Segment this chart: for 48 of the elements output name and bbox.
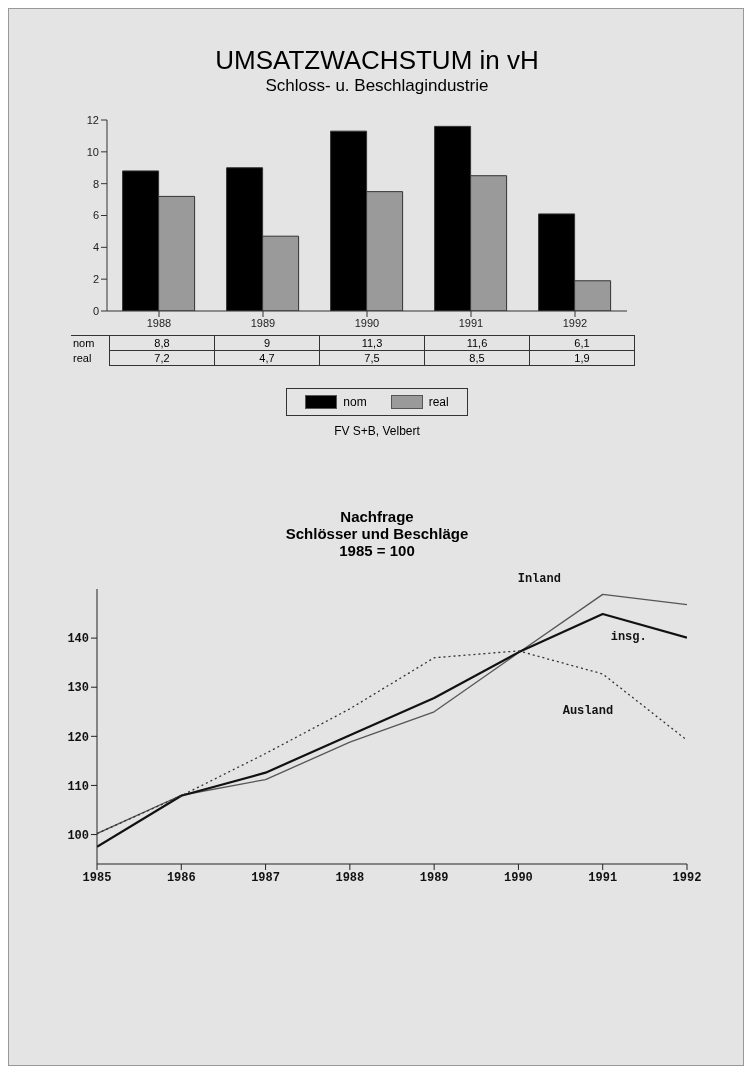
x-tick-label: 1988 — [335, 870, 365, 885]
series-label: insg. — [610, 630, 647, 645]
series-label: Ausland — [562, 703, 614, 718]
data-label: 9 — [214, 335, 320, 351]
y-tick-label: 130 — [67, 681, 89, 696]
legend-label: real — [427, 395, 449, 409]
data-label: 4,7 — [214, 350, 320, 366]
text: Inland — [517, 572, 561, 587]
x-tick-label: 1990 — [354, 316, 380, 329]
y-tick-label: 140 — [67, 632, 89, 647]
text: nom — [73, 337, 95, 350]
text: FV S+B, Velbert — [334, 424, 420, 438]
x-tick-label: 1991 — [458, 316, 484, 329]
y-tick-label: 6 — [92, 209, 99, 222]
x-tick-label: 1989 — [419, 870, 449, 885]
y-tick-label: 12 — [86, 113, 99, 126]
data-label: 7,5 — [319, 350, 425, 366]
data-label: 8,5 — [424, 350, 530, 366]
x-tick-label: 1990 — [504, 870, 533, 885]
chart-subtitle: Schloss- u. Beschlagindustrie — [265, 76, 489, 96]
x-tick-label: 1991 — [588, 870, 618, 885]
chart-title: UMSATZWACHSTUM in vH — [215, 45, 539, 76]
data-label: 11,3 — [319, 335, 425, 351]
data-label: 1,9 — [529, 350, 635, 366]
y-tick-label: 10 — [86, 145, 99, 158]
chart-subtitle: Schlösser und Beschläge 1985 = 100 — [285, 525, 469, 559]
data-label: 11,6 — [424, 335, 530, 351]
legend-label: nom — [342, 395, 367, 409]
text: real — [73, 352, 92, 364]
y-tick-label: 4 — [92, 241, 99, 254]
x-tick-label: 1992 — [562, 316, 588, 329]
y-tick-label: 100 — [67, 828, 89, 843]
x-tick-label: 1986 — [166, 870, 196, 885]
line-series — [97, 650, 687, 835]
y-tick-label: 110 — [67, 779, 89, 794]
y-tick-label: 120 — [67, 730, 89, 745]
x-tick-label: 1989 — [250, 316, 276, 329]
y-tick-label: 2 — [92, 273, 99, 286]
x-tick-label: 1987 — [251, 870, 280, 885]
x-tick-label: 1988 — [146, 316, 172, 329]
y-tick-label: 8 — [92, 177, 99, 190]
data-label: 6,1 — [529, 335, 635, 351]
x-tick-label: 1985 — [82, 870, 112, 885]
data-label: 7,2 — [109, 350, 215, 366]
data-label: 8,8 — [109, 335, 215, 351]
x-tick-label: 1992 — [672, 870, 702, 885]
y-tick-label: 0 — [92, 304, 99, 317]
chart-title: Nachfrage — [340, 508, 414, 525]
